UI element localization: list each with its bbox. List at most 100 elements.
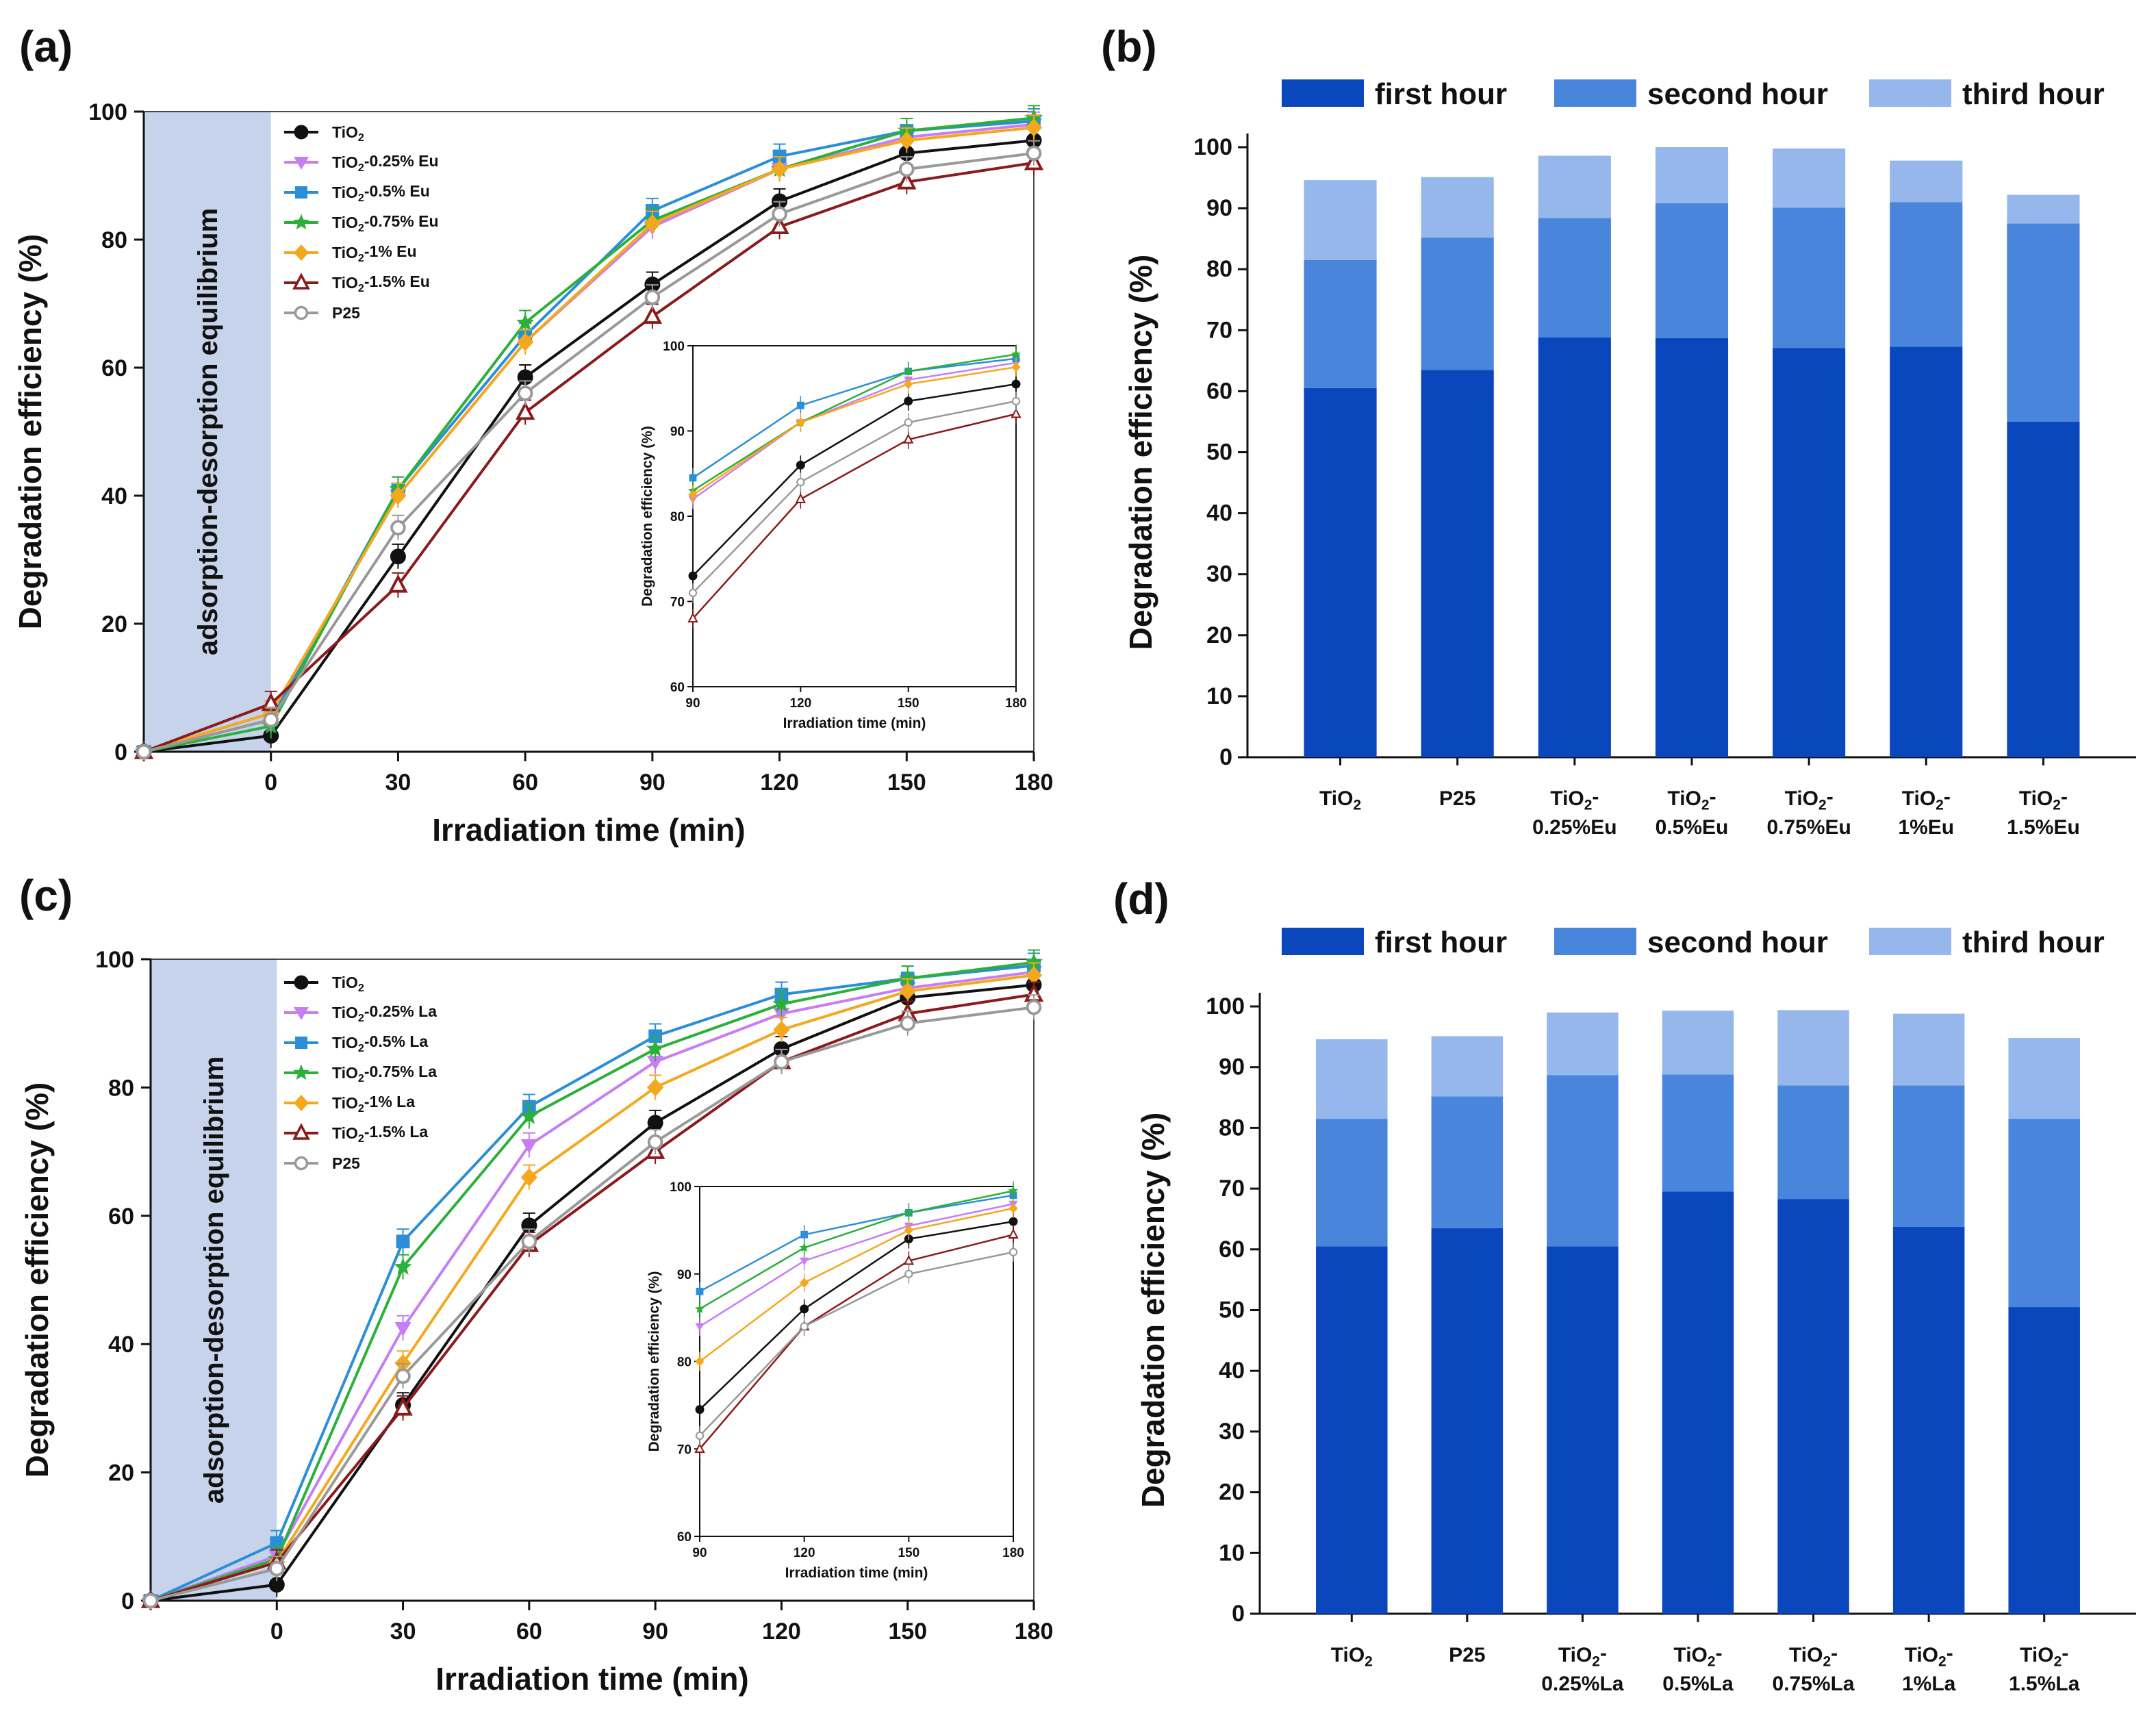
legend-label: TiO2	[332, 974, 364, 994]
category-label: TiO2-	[1667, 785, 1716, 813]
bar-second-hour	[1304, 259, 1377, 388]
inset-x-tick-label: 150	[898, 1546, 920, 1560]
x-tick-label: 30	[385, 770, 411, 796]
y-tick-label: 70	[1219, 1176, 1245, 1202]
inset-y-title: Degradation efficiency (%)	[639, 426, 655, 607]
x-tick-label: 180	[1015, 770, 1054, 796]
y-tick-label: 80	[1219, 1115, 1245, 1141]
bar-second-hour	[1892, 1085, 1965, 1227]
bar-third-hour	[1316, 1039, 1388, 1119]
inset-x-tick-label: 90	[692, 1546, 707, 1560]
bar-first-hour	[2008, 1307, 2080, 1614]
legend-label: third hour	[1962, 77, 2105, 111]
bar-first-hour	[2007, 421, 2080, 757]
data-point	[1026, 145, 1042, 162]
data-point	[390, 548, 406, 565]
x-tick-label: 90	[642, 1619, 668, 1645]
bar-second-hour	[2007, 223, 2080, 422]
legend-label: TiO2-0.5% Eu	[332, 182, 430, 204]
inset-data-point	[800, 1278, 809, 1288]
data-point	[1026, 1000, 1042, 1015]
y-tick-label: 20	[1206, 622, 1232, 648]
inset-data-point	[795, 493, 807, 503]
x-tick-label: 180	[1015, 1619, 1054, 1645]
x-tick-label: 120	[762, 1619, 801, 1645]
inset-data-point	[904, 396, 913, 406]
inset-series-line	[692, 383, 1017, 576]
y-tick-label: 40	[1219, 1358, 1245, 1384]
legend: TiO2 TiO2-0.25% La TiO2-0.5% La TiO2-0.75% …	[284, 974, 437, 1172]
x-tick-label: 90	[639, 770, 665, 796]
inset-y-tick-label: 70	[677, 1443, 692, 1457]
panel-c: (c) adsorption-desorption equilibrium 0 20 4…	[19, 871, 1053, 1697]
legend-label: TiO2-1% La	[332, 1093, 415, 1115]
bar-first-hour	[1304, 388, 1377, 757]
bar-second-hour	[1547, 1075, 1619, 1247]
bar-first-hour	[1890, 346, 1963, 757]
inset-x-tick-label: 180	[1005, 696, 1027, 711]
panel-letter: (a)	[19, 22, 73, 71]
inset-series-line	[692, 353, 1017, 492]
category-label-line2: 0.25%La	[1541, 1673, 1623, 1695]
inset-data-point	[688, 588, 698, 598]
x-tick-label: 150	[888, 1619, 927, 1645]
legend-swatch	[1554, 79, 1636, 107]
y-tick-label: 80	[1206, 256, 1232, 282]
data-point	[647, 1134, 663, 1150]
y-axis-title: Degradation efficiency (%)	[19, 1082, 55, 1478]
inset-data-point	[1011, 396, 1021, 406]
data-point	[517, 385, 533, 401]
inset-y-tick-label: 80	[670, 510, 685, 524]
inset-data-point	[689, 474, 697, 482]
category-label: TiO2-	[1905, 1642, 1953, 1669]
inset-data-point	[1011, 407, 1022, 418]
legend-marker	[295, 1037, 307, 1049]
inset-data-point	[796, 478, 805, 487]
data-point	[647, 1115, 663, 1131]
inset-data-point	[796, 401, 804, 409]
series-p25	[142, 994, 1042, 1609]
data-point	[517, 333, 534, 351]
data-point	[394, 1321, 411, 1336]
category-label-line2: 1.5%La	[2009, 1673, 2080, 1695]
inset-y-tick-label: 60	[677, 1530, 692, 1545]
equilibrium-region	[151, 959, 277, 1601]
bar-second-hour	[1316, 1119, 1388, 1247]
bar-third-hour	[1655, 147, 1729, 203]
category-label: TiO2-	[1558, 1642, 1607, 1669]
legend-swatch	[1282, 79, 1364, 107]
y-tick-label: 100	[95, 947, 134, 973]
inset-data-point	[796, 417, 805, 428]
bar-third-hour	[1892, 1013, 1965, 1086]
legend-label: TiO2-1.5% Eu	[332, 272, 430, 294]
inset-x-tick-label: 90	[685, 696, 700, 711]
y-tick-label: 40	[1206, 500, 1232, 526]
y-axis-title: Degradation efficiency (%)	[1123, 255, 1158, 650]
legend-label: first hour	[1375, 926, 1507, 959]
bar-first-hour	[1662, 1191, 1734, 1614]
x-axis-title: Irradiation time (min)	[435, 1661, 748, 1697]
legend-marker	[293, 1064, 309, 1080]
data-point	[773, 1020, 790, 1039]
bar-first-hour	[1655, 338, 1729, 757]
category-label: TiO2-	[2019, 785, 2068, 813]
data-point	[1025, 966, 1043, 985]
data-point	[899, 982, 916, 1001]
y-tick-label: 100	[1206, 993, 1245, 1019]
data-point	[647, 1078, 664, 1097]
inset-data-point	[696, 1287, 704, 1295]
inset-y-tick-label: 90	[677, 1268, 692, 1282]
legend-label: TiO2-1% Eu	[332, 242, 417, 264]
inset-data-point	[694, 1304, 705, 1313]
y-tick-label: 100	[1193, 134, 1232, 160]
data-point	[396, 1234, 410, 1249]
x-tick-label: 0	[270, 1619, 283, 1645]
legend-label: TiO2-0.75% La	[332, 1063, 437, 1084]
data-point	[898, 131, 915, 150]
data-point	[642, 305, 663, 324]
panel-a: (a) adsorption-desorption equilibrium 0 20 4…	[12, 22, 1053, 848]
data-point	[1024, 952, 1043, 970]
category-label: TiO2-	[1902, 785, 1951, 813]
inset-y-title: Degradation efficiency (%)	[646, 1271, 662, 1452]
legend-label: TiO2-0.25% Eu	[332, 152, 439, 174]
